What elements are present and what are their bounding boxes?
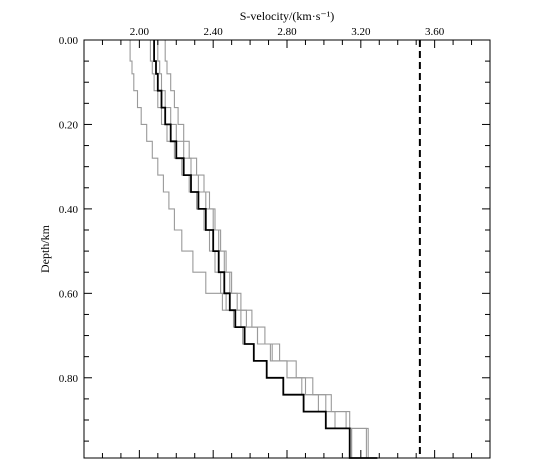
x-tick-label: 3.20: [351, 26, 371, 38]
trial-profile-line-4: [129, 40, 372, 459]
trial-profile-line-1: [149, 40, 380, 459]
trial-profile-line-2: [157, 40, 385, 459]
x-tick-label: 2.00: [130, 26, 150, 38]
x-tick-label: 2.40: [204, 26, 224, 38]
x-tick-label: 3.60: [425, 26, 445, 38]
y-tick-label: 0.40: [59, 204, 79, 216]
y-tick-label: 0.60: [59, 288, 79, 300]
y-axis-title: Depth/km: [38, 224, 52, 273]
best-profile-line: [153, 40, 378, 459]
y-tick-label: 0.20: [59, 119, 79, 131]
x-axis-title: S-velocity/(km·s⁻¹): [240, 9, 335, 23]
tick-layer: 2.00 2.40 2.80 3.20 3.60 0.00 0.20 0.40 0.60 0.80: [59, 26, 491, 458]
x-tick-label: 2.80: [277, 26, 297, 38]
y-tick-label: 0.80: [59, 373, 79, 385]
series-layer: [129, 40, 385, 459]
trial-profile-line-3: [164, 40, 385, 459]
y-tick-label: 0.00: [59, 35, 79, 47]
